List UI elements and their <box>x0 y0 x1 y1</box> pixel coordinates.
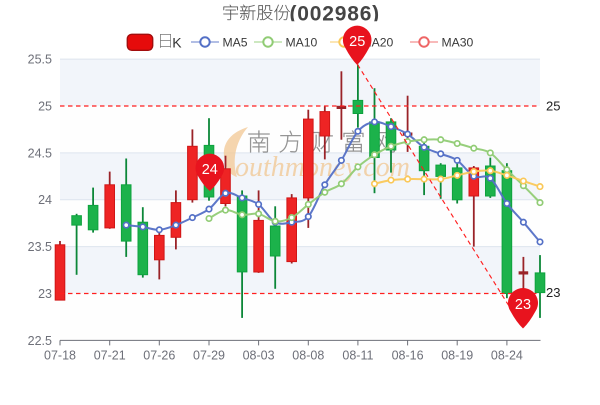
svg-text:25: 25 <box>546 99 560 114</box>
svg-text:07-29: 07-29 <box>193 348 225 362</box>
svg-text:K: K <box>172 34 182 50</box>
svg-text:08-19: 08-19 <box>441 348 473 362</box>
svg-text:25: 25 <box>38 100 52 114</box>
svg-text:MA10: MA10 <box>286 36 318 50</box>
svg-text:24: 24 <box>202 162 218 178</box>
svg-text:07-21: 07-21 <box>94 348 126 362</box>
svg-text:08-08: 08-08 <box>292 348 324 362</box>
svg-text:MA30: MA30 <box>442 36 474 50</box>
svg-text:08-03: 08-03 <box>243 348 275 362</box>
svg-text:(002986): (002986) <box>290 3 380 26</box>
svg-text:22.5: 22.5 <box>28 334 52 348</box>
svg-text:08-16: 08-16 <box>392 348 424 362</box>
svg-text:MA5: MA5 <box>223 36 248 50</box>
svg-text:23: 23 <box>515 297 531 313</box>
svg-text:08-24: 08-24 <box>491 348 523 362</box>
svg-text:outhmoney.com: outhmoney.com <box>235 152 410 183</box>
svg-text:07-26: 07-26 <box>143 348 175 362</box>
svg-text:24: 24 <box>38 193 52 207</box>
svg-text:08-11: 08-11 <box>342 348 373 362</box>
svg-text:23.5: 23.5 <box>28 240 52 254</box>
svg-text:07-18: 07-18 <box>44 348 76 362</box>
svg-text:23: 23 <box>546 285 560 300</box>
svg-text:23: 23 <box>38 287 52 301</box>
svg-text:25.5: 25.5 <box>28 53 52 67</box>
svg-text:25: 25 <box>349 34 365 50</box>
svg-text:24.5: 24.5 <box>28 146 52 160</box>
